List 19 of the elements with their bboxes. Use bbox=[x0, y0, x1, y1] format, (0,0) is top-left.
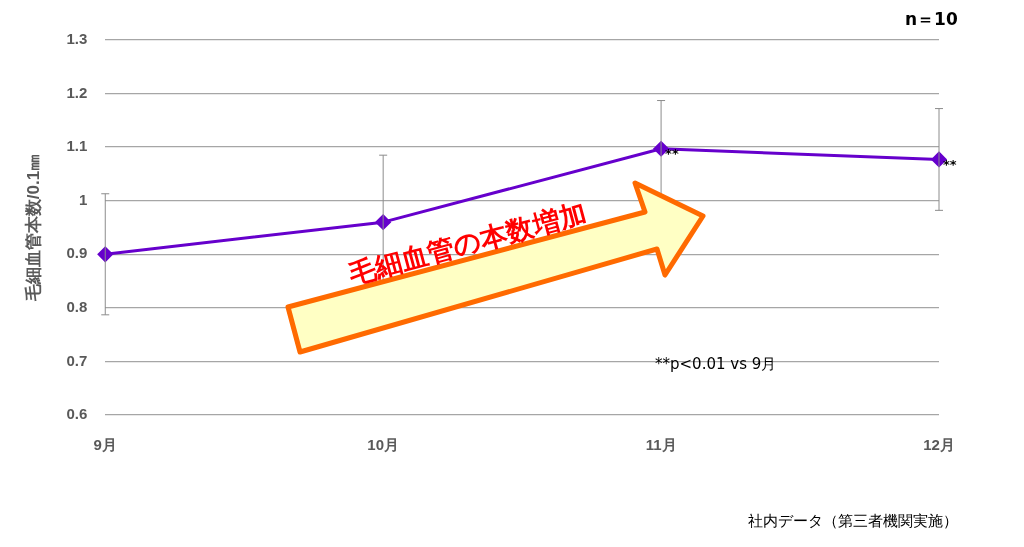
x-tick-label: 12月 bbox=[923, 436, 955, 454]
x-tick-label: 9月 bbox=[93, 436, 117, 454]
y-tick-label: 0.6 bbox=[66, 405, 88, 423]
y-tick-label: 1.1 bbox=[66, 137, 88, 155]
y-tick-label: 1.2 bbox=[66, 83, 88, 101]
y-axis-title: 毛細血管本数/0.1㎜ bbox=[23, 153, 43, 303]
text: n＝10 bbox=[905, 8, 958, 31]
annotation: ** bbox=[665, 146, 679, 162]
x-tick-label: 10月 bbox=[367, 436, 400, 454]
annotation: ** bbox=[943, 156, 957, 172]
y-tick-label: 0.9 bbox=[66, 244, 88, 262]
text: 社内データ（第三者機関実施） bbox=[748, 512, 958, 531]
y-tick-label: 1 bbox=[78, 190, 88, 208]
annotation: **p<0.01 vs 9月 bbox=[655, 355, 777, 374]
y-tick-label: 1.3 bbox=[66, 30, 88, 48]
annotation: 毛細血管の本数増加 bbox=[345, 195, 590, 292]
y-tick-label: 0.8 bbox=[66, 298, 88, 315]
y-tick-label: 0.7 bbox=[66, 351, 88, 369]
x-tick-label: 11月 bbox=[645, 436, 677, 454]
